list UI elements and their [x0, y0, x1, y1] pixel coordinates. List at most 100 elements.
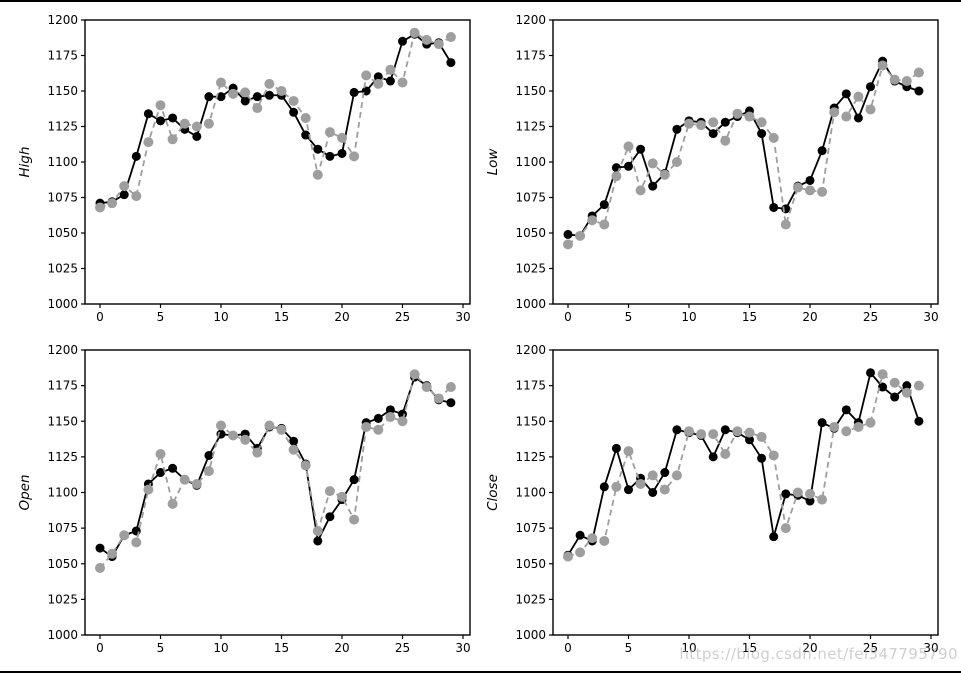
predicted-marker [780, 523, 791, 534]
predicted-marker [216, 77, 226, 88]
x-tick-label: 30 [923, 641, 938, 655]
y-tick-label: 1075 [515, 191, 546, 205]
y-tick-label: 1000 [515, 628, 546, 642]
y-tick-label: 1200 [47, 13, 78, 27]
predicted-marker [179, 118, 190, 129]
x-tick-label: 10 [681, 310, 696, 324]
predicted-marker [252, 103, 263, 114]
actual-marker [599, 482, 609, 492]
predicted-marker [433, 39, 444, 50]
predicted-marker [732, 426, 743, 437]
predicted-marker [143, 137, 154, 148]
actual-marker [143, 109, 153, 119]
actual-marker [313, 144, 323, 154]
x-tick-label: 25 [395, 641, 410, 655]
y-tick-label: 1025 [47, 592, 78, 606]
y-tick-label: 1100 [47, 486, 78, 500]
actual-marker [708, 129, 718, 139]
predicted-marker [433, 393, 444, 404]
y-tick-label: 1125 [515, 450, 546, 464]
close-actual-series [563, 368, 924, 560]
predicted-marker [756, 117, 767, 128]
actual-marker [914, 86, 924, 96]
actual-marker [168, 113, 178, 123]
actual-marker [878, 382, 888, 392]
actual-marker [708, 452, 718, 462]
predicted-marker [95, 202, 105, 213]
predicted-marker [853, 91, 864, 102]
close-predicted-series [563, 369, 924, 562]
predicted-marker [276, 424, 287, 435]
actual-marker [575, 530, 585, 540]
y-tick-label: 1025 [47, 262, 78, 276]
predicted-marker [865, 417, 876, 428]
actual-marker [398, 36, 407, 46]
actual-marker [805, 496, 815, 506]
actual-marker [757, 129, 767, 139]
actual-marker [866, 82, 875, 92]
predicted-marker [744, 111, 755, 122]
predicted-marker [841, 426, 852, 437]
predicted-marker [397, 77, 408, 88]
predicted-marker [780, 219, 791, 230]
y-tick-label: 1175 [47, 379, 78, 393]
actual-marker [890, 392, 900, 402]
actual-marker [624, 485, 633, 495]
predicted-marker [708, 429, 719, 440]
predicted-marker [409, 369, 420, 380]
actual-marker [672, 425, 682, 435]
x-tick-label: 15 [742, 641, 757, 655]
actual-marker [325, 512, 335, 522]
predicted-marker [312, 169, 323, 180]
y-tick-label: 1100 [515, 486, 546, 500]
predicted-marker [276, 86, 287, 96]
predicted-marker [312, 525, 323, 536]
predicted-marker [587, 533, 598, 544]
predicted-marker [324, 127, 335, 138]
predicted-marker [240, 87, 251, 98]
predicted-marker [288, 444, 299, 455]
predicted-marker [216, 420, 226, 431]
actual-marker [192, 131, 202, 141]
y-axis: 1000 1025 1050 1075 1100 1125 1150 1175 1200 [47, 343, 85, 642]
predicted-marker [829, 107, 840, 118]
predicted-marker [397, 416, 408, 427]
predicted-marker [720, 449, 731, 460]
predicted-marker [623, 141, 634, 152]
predicted-marker [361, 70, 372, 81]
predicted-marker [792, 487, 803, 498]
x-tick-label: 10 [213, 310, 228, 324]
predicted-marker [901, 387, 912, 398]
predicted-line [99, 31, 452, 209]
y-tick-label: 1175 [47, 49, 78, 63]
predicted-marker [445, 32, 456, 43]
actual-marker [648, 488, 658, 497]
x-axis: 0 5 10 15 20 25 30 [564, 635, 939, 655]
predicted-marker [191, 121, 202, 132]
x-axis: 0 5 10 15 20 25 30 [96, 304, 471, 324]
actual-marker [325, 151, 335, 161]
predicted-marker [756, 431, 767, 442]
predicted-marker [300, 112, 311, 123]
predicted-marker [337, 491, 347, 502]
open-actual-series [95, 372, 456, 562]
predicted-marker [119, 530, 130, 541]
x-tick-label: 15 [274, 641, 289, 655]
predicted-marker [635, 185, 646, 196]
actual-marker [446, 398, 456, 408]
y-axis: 1000 1025 1050 1075 1100 1125 1150 1175 1200 [515, 343, 553, 642]
predicted-marker [817, 494, 828, 505]
y-axis: 1000 1025 1050 1075 1100 1125 1150 1175 1200 [47, 13, 85, 311]
plot-spines [84, 19, 471, 305]
actual-marker [373, 72, 383, 82]
predicted-line [567, 63, 920, 246]
actual-marker [563, 229, 573, 239]
predicted-marker [191, 478, 202, 489]
y-tick-label: 1150 [47, 414, 78, 428]
predicted-marker [264, 420, 275, 431]
actual-line [99, 375, 452, 558]
actual-marker [720, 117, 730, 127]
